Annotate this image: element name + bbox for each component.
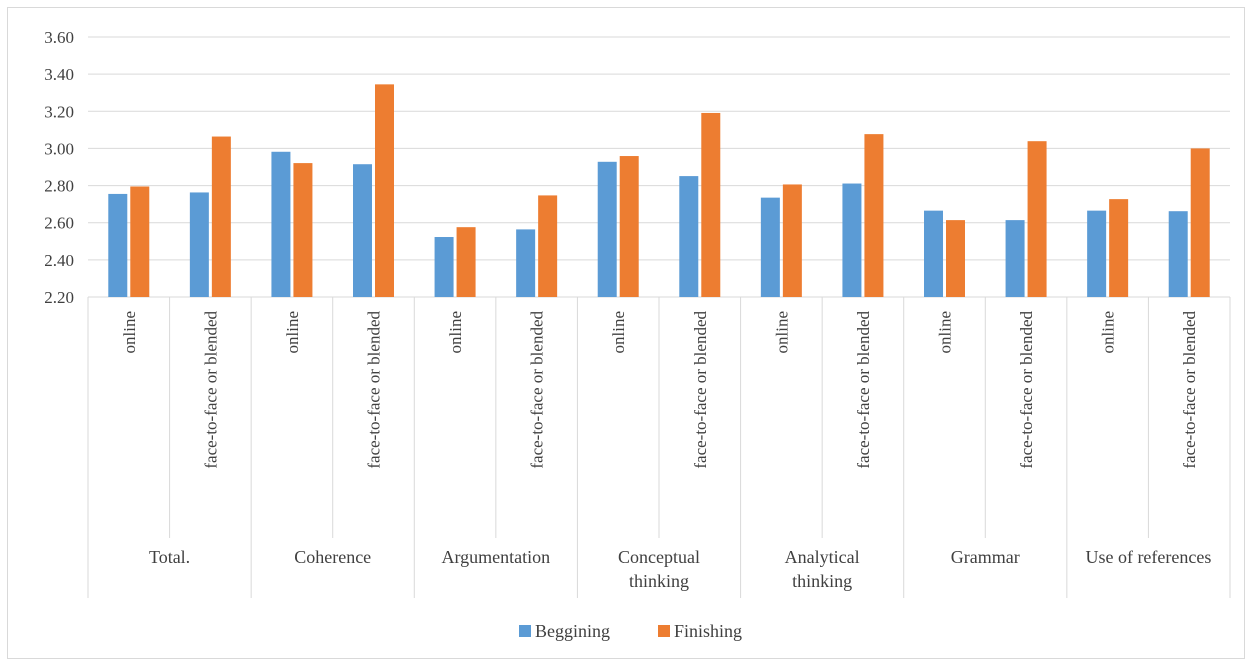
bar-beggining-4 xyxy=(434,237,454,297)
bar-beggining-9 xyxy=(842,183,862,297)
bar-beggining-7 xyxy=(679,176,699,297)
legend-swatch-finishing xyxy=(658,625,670,637)
group-label: thinking xyxy=(792,571,852,591)
group-label: Total. xyxy=(149,547,190,567)
legend-swatch-beggining xyxy=(519,625,531,637)
legend-label-finishing: Finishing xyxy=(674,621,742,641)
bar-finishing-12 xyxy=(1109,199,1129,297)
legend-label-beggining: Beggining xyxy=(535,621,610,641)
y-tick-label: 3.40 xyxy=(44,65,74,84)
subcategory-label: online xyxy=(936,311,955,354)
subcategory-label: online xyxy=(609,311,628,354)
subcategory-label: face-to-face or blended xyxy=(1017,311,1036,469)
bar-beggining-8 xyxy=(760,197,780,297)
bar-finishing-13 xyxy=(1190,148,1210,297)
group-label: Conceptual xyxy=(618,547,700,567)
y-tick-label: 2.40 xyxy=(44,251,74,270)
bar-beggining-11 xyxy=(1005,220,1025,297)
bar-finishing-7 xyxy=(701,112,721,297)
subcategory-label: face-to-face or blended xyxy=(528,311,547,469)
group-label: Argumentation xyxy=(442,547,551,567)
y-tick-label: 3.60 xyxy=(44,28,74,47)
bar-finishing-10 xyxy=(946,220,965,297)
bar-finishing-2 xyxy=(293,163,313,297)
bar-finishing-0 xyxy=(130,186,150,297)
y-tick-label: 3.00 xyxy=(44,139,74,158)
y-tick-label: 3.20 xyxy=(44,102,74,121)
bar-finishing-8 xyxy=(782,184,802,297)
bar-beggining-0 xyxy=(108,193,128,297)
bar-finishing-11 xyxy=(1027,141,1047,297)
subcategory-label: face-to-face or blended xyxy=(365,311,384,469)
bar-beggining-3 xyxy=(353,164,372,297)
bar-finishing-3 xyxy=(375,84,394,297)
subcategory-label: online xyxy=(1099,311,1118,354)
subcategory-label: face-to-face or blended xyxy=(854,311,873,469)
group-label: Analytical xyxy=(785,547,860,567)
bar-beggining-1 xyxy=(189,192,209,297)
subcategory-label: online xyxy=(772,311,791,354)
bar-beggining-2 xyxy=(271,151,291,297)
y-tick-label: 2.80 xyxy=(44,177,74,196)
y-tick-label: 2.20 xyxy=(44,288,74,307)
group-label: thinking xyxy=(629,571,689,591)
bar-finishing-4 xyxy=(456,227,476,297)
bar-finishing-5 xyxy=(538,195,558,297)
bar-beggining-6 xyxy=(597,161,617,297)
subcategory-label: online xyxy=(446,311,465,354)
bar-beggining-12 xyxy=(1087,210,1107,297)
bar-beggining-10 xyxy=(924,210,943,297)
bar-finishing-6 xyxy=(619,156,639,297)
bar-finishing-9 xyxy=(864,134,884,297)
subcategory-label: face-to-face or blended xyxy=(201,311,220,469)
subcategory-label: face-to-face or blended xyxy=(1180,311,1199,469)
chart-frame xyxy=(7,7,1245,659)
y-tick-label: 2.60 xyxy=(44,214,74,233)
bar-beggining-5 xyxy=(516,229,536,297)
subcategory-label: online xyxy=(120,311,139,354)
subcategory-label: online xyxy=(283,311,302,354)
group-label: Grammar xyxy=(951,547,1020,567)
bar-beggining-13 xyxy=(1168,211,1188,297)
subcategory-label: face-to-face or blended xyxy=(691,311,710,469)
group-label: Use of references xyxy=(1085,547,1211,567)
bar-finishing-1 xyxy=(211,136,231,297)
group-label: Coherence xyxy=(294,547,371,567)
